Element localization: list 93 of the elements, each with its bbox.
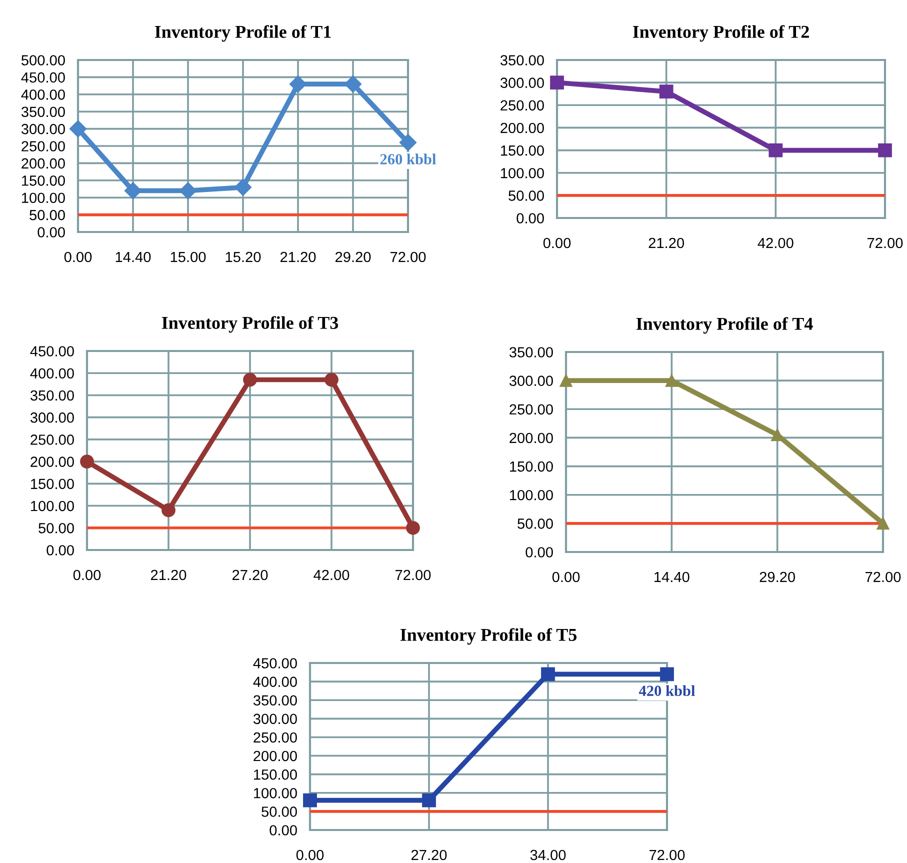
point [560, 374, 572, 387]
y-tick-label: 50.00 [38, 522, 74, 534]
y-tick-label: 300.00 [30, 412, 74, 423]
y-tick-label: 0.00 [270, 825, 297, 836]
x-tick-label: 21.20 [648, 238, 684, 248]
y-tick-label: 250.00 [30, 434, 74, 445]
y-tick-label: 500.00 [21, 55, 65, 66]
y-tick-label: 250.00 [510, 404, 553, 415]
y-tick-label: 350.00 [30, 390, 74, 401]
y-tick-label: 100.00 [501, 168, 544, 178]
y-tick-label: 300.00 [500, 78, 544, 88]
y-tick-label: 0.00 [526, 547, 553, 558]
x-tick-label: 0.00 [73, 570, 101, 580]
x-tick-label: 34.00 [530, 850, 566, 860]
y-tick-label: 250.00 [22, 141, 65, 152]
x-tick-label: 14.40 [654, 572, 690, 582]
x-tick-label: 72.00 [650, 850, 685, 860]
y-tick-label: 0.00 [46, 545, 74, 556]
x-tick-label: 0.00 [296, 850, 324, 860]
chart-title: Inventory Profile of T2 [632, 25, 809, 42]
x-tick-label: 27.20 [232, 570, 268, 580]
x-tick-label: 72.00 [390, 252, 426, 262]
y-tick-label: 450.00 [21, 72, 65, 83]
y-tick-label: 450.00 [30, 346, 74, 356]
x-tick-label: 29.20 [760, 572, 796, 582]
y-tick-label: 400.00 [30, 368, 74, 379]
x-tick-label: 72.00 [868, 238, 903, 248]
y-tick-label: 0.00 [516, 213, 544, 224]
y-tick-label: 150.00 [22, 176, 65, 186]
y-tick-label: 100.00 [510, 490, 553, 500]
chart-title: Inventory Profile of T5 [400, 628, 577, 645]
y-tick-label: 100.00 [31, 500, 74, 512]
y-tick-label: 50.00 [518, 518, 553, 529]
y-tick-label: 100.00 [22, 192, 65, 204]
y-tick-label: 300.00 [253, 714, 297, 724]
y-tick-label: 350.00 [500, 55, 544, 66]
x-tick-label: 0.00 [543, 238, 571, 248]
y-tick-label: 400.00 [253, 676, 297, 687]
y-tick-label: 50.00 [508, 190, 544, 201]
x-tick-label: 15.00 [170, 252, 206, 262]
x-tick-label: 27.20 [411, 850, 447, 860]
y-tick-label: 250.00 [254, 732, 297, 743]
y-tick-label: 50.00 [30, 210, 65, 220]
y-tick-label: 400.00 [21, 90, 65, 100]
chart-title: Inventory Profile of T1 [154, 25, 331, 42]
y-tick-label: 0.00 [38, 227, 65, 238]
x-tick-label: 21.20 [150, 570, 186, 580]
point [234, 178, 252, 196]
y-tick-label: 200.00 [500, 122, 544, 134]
y-tick-label: 300.00 [509, 376, 553, 386]
y-tick-label: 200.00 [22, 158, 65, 169]
x-tick-label: 14.40 [116, 252, 151, 262]
point [406, 520, 420, 535]
x-tick-label: 15.20 [226, 252, 261, 262]
y-tick-label: 150.00 [31, 478, 74, 490]
point [878, 143, 892, 158]
y-tick-label: 450.00 [253, 658, 297, 668]
x-tick-label: 42.00 [758, 238, 794, 248]
y-tick-label: 50.00 [262, 806, 297, 817]
point [399, 134, 417, 152]
y-tick-label: 100.00 [254, 788, 297, 798]
chart-title: Inventory Profile of T3 [162, 316, 338, 333]
y-tick-label: 150.00 [254, 769, 297, 780]
y-tick-label: 200.00 [254, 750, 297, 762]
y-tick-label: 250.00 [500, 100, 544, 111]
annotation: 420 kbbl [638, 685, 695, 696]
point [768, 143, 783, 158]
point [324, 372, 338, 387]
x-tick-label: 0.00 [64, 252, 92, 262]
y-tick-label: 350.00 [253, 695, 297, 706]
x-tick-label: 42.00 [314, 570, 350, 580]
point [243, 372, 257, 387]
point [876, 517, 890, 530]
x-tick-label: 72.00 [866, 572, 901, 582]
point [69, 120, 87, 138]
y-tick-label: 200.00 [510, 432, 553, 444]
x-tick-label: 0.00 [552, 572, 580, 582]
y-tick-label: 350.00 [509, 347, 553, 358]
point [80, 454, 94, 468]
point [162, 503, 176, 518]
x-tick-label: 29.20 [335, 252, 371, 262]
point [659, 84, 674, 99]
point [665, 374, 678, 387]
x-tick-label: 21.20 [280, 252, 316, 262]
y-tick-label: 350.00 [21, 106, 65, 118]
y-tick-label: 150.00 [501, 145, 544, 156]
y-tick-label: 150.00 [510, 461, 553, 472]
point [550, 76, 564, 90]
y-tick-label: 200.00 [30, 456, 74, 467]
annotation: 260 kbbl [380, 154, 436, 164]
y-tick-label: 300.00 [21, 124, 65, 134]
chart-title: Inventory Profile of T4 [636, 317, 813, 334]
x-tick-label: 72.00 [396, 570, 431, 580]
